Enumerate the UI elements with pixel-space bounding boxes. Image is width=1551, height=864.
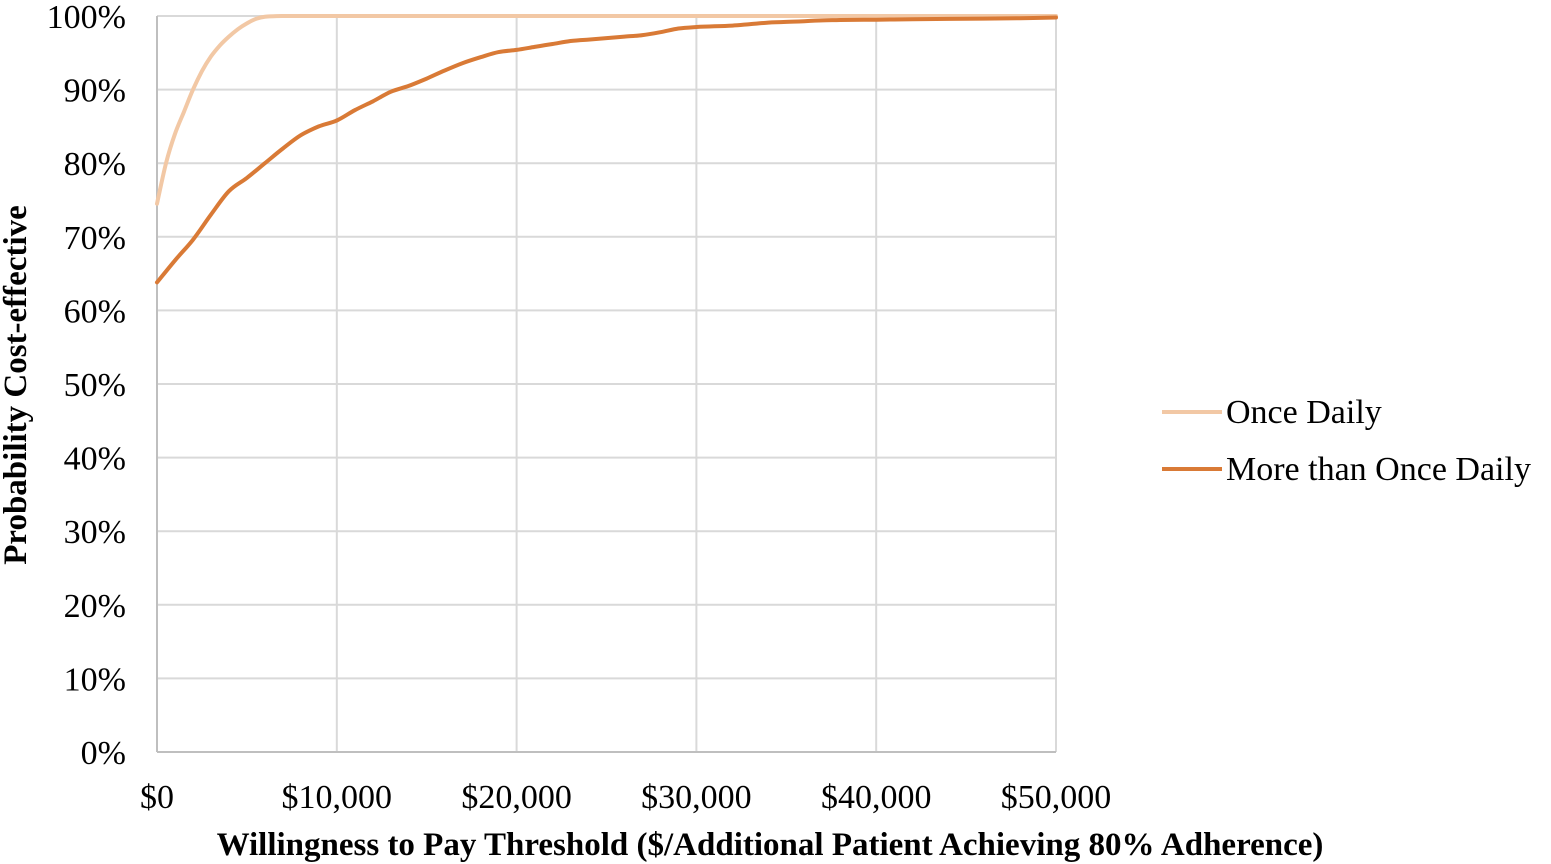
y-tick-label: 30% xyxy=(64,514,126,551)
series-line-once-daily xyxy=(155,13,1058,206)
x-tick-label: $40,000 xyxy=(821,779,932,816)
x-tick-label: $30,000 xyxy=(641,779,752,816)
legend: Once Daily More than Once Daily xyxy=(1162,394,1531,488)
axes xyxy=(156,16,1056,753)
y-tick-label: 100% xyxy=(47,0,126,36)
y-tick-label: 50% xyxy=(64,367,126,404)
series-lines xyxy=(155,13,1058,285)
y-tick-label: 40% xyxy=(64,441,126,478)
y-tick-label: 0% xyxy=(81,735,126,772)
y-tick-label: 90% xyxy=(64,73,126,110)
y-tick-label: 20% xyxy=(64,588,126,625)
x-tick-label: $20,000 xyxy=(461,779,572,816)
y-tick-label: 70% xyxy=(64,220,126,257)
y-tick-label: 10% xyxy=(64,661,126,698)
y-axis-title: Probability Cost-effective xyxy=(0,205,34,565)
x-tick-label: $0 xyxy=(140,779,174,816)
y-tick-label: 80% xyxy=(64,146,126,183)
legend-label-more-than-once-daily: More than Once Daily xyxy=(1226,451,1531,488)
x-axis-title: Willingness to Pay Threshold ($/Addition… xyxy=(217,827,1324,863)
legend-label-once-daily: Once Daily xyxy=(1226,394,1382,431)
x-tick-label: $50,000 xyxy=(1001,779,1112,816)
x-tick-label: $10,000 xyxy=(282,779,393,816)
y-tick-labels: 0% 10% 20% 30% 40% 50% 60% 70% 80% 90% 100% xyxy=(47,0,126,772)
series-line-more-than-once-daily xyxy=(155,15,1058,285)
x-tick-labels: $0 $10,000 $20,000 $30,000 $40,000 $50,000 xyxy=(140,779,1111,816)
y-tick-label: 60% xyxy=(64,293,126,330)
gridlines xyxy=(157,15,1057,752)
